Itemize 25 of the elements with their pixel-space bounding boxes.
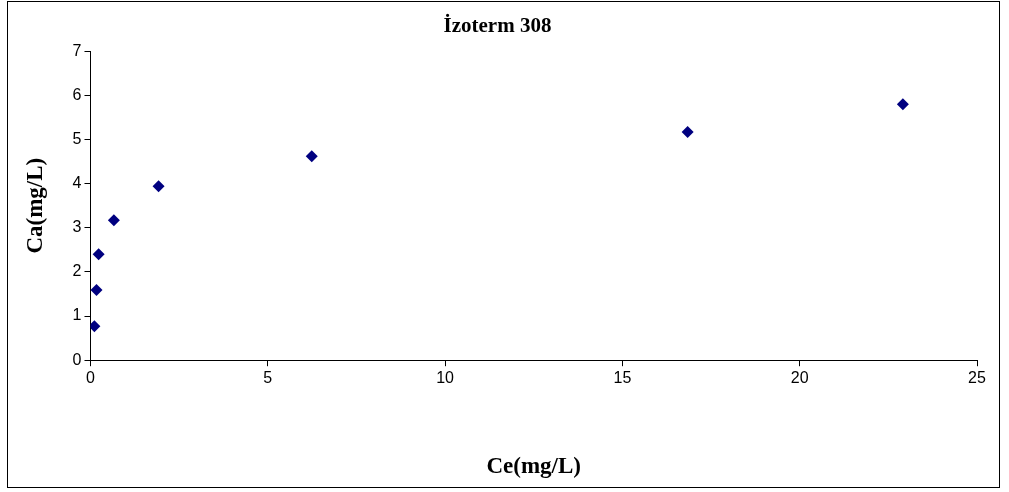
point [896,98,909,111]
y-axis-title: Ca(mg/L) [21,157,47,254]
x-axis-title: Ce(mg/L) [486,453,582,479]
point [305,150,318,163]
x-tick-label: 5 [263,369,273,387]
point [681,125,694,138]
x-tick-label: 0 [86,369,96,387]
y-tick-label: 5 [72,129,82,147]
y-tick-label: 4 [72,174,82,192]
x-tick-label: 10 [436,369,455,387]
point [107,214,120,227]
y-tick-label: 6 [72,85,82,103]
point [90,284,103,297]
y-tick-label: 1 [72,306,82,324]
chart-title: İzoterm 308 [443,13,552,38]
x-tick-label: 20 [790,369,809,387]
x-tick-label: 15 [613,369,632,387]
y-tick-label: 2 [72,262,82,280]
y-tick-label: 0 [72,350,82,368]
y-tick-label: 3 [72,218,82,236]
point [92,248,105,261]
x-tick-label: 25 [968,369,986,387]
y-tick-label: 7 [72,41,82,59]
point [152,180,165,193]
point [90,320,101,333]
